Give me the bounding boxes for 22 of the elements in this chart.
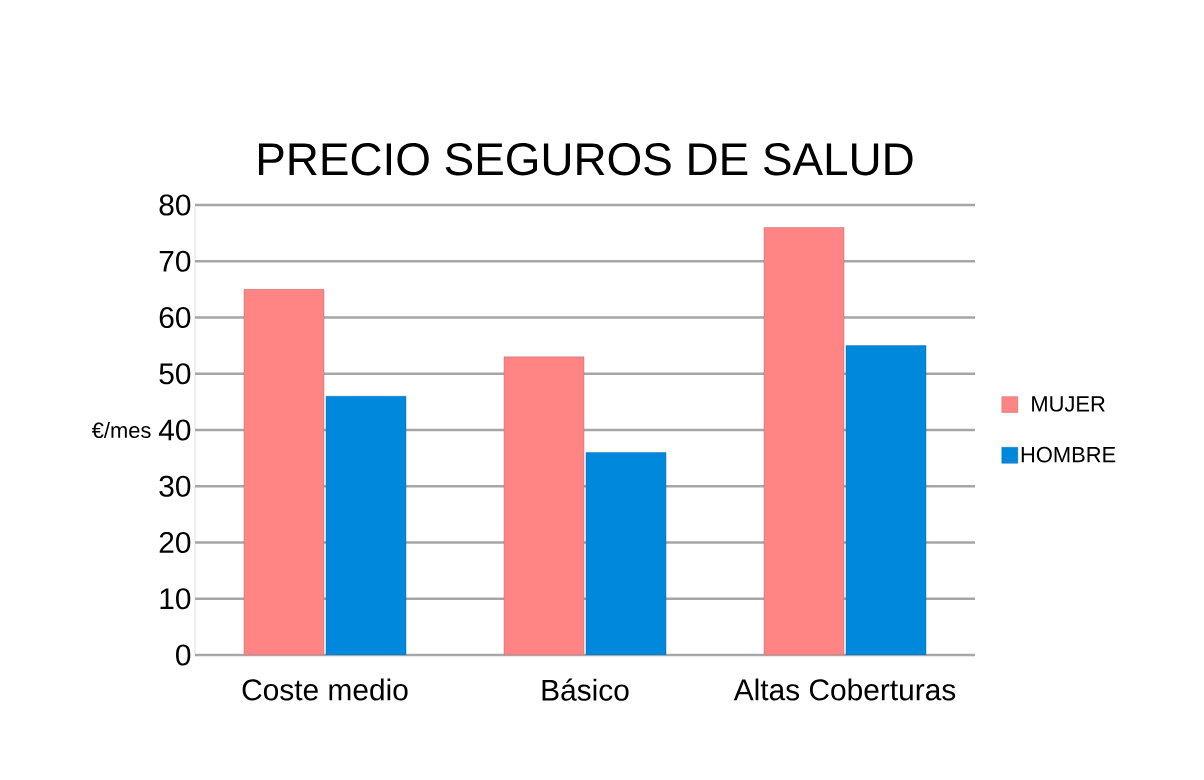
bar [325,396,407,655]
y-tick-label: 80 [159,194,191,216]
bar [503,356,585,655]
chart-title: PRECIO SEGUROS DE SALUD [258,143,913,176]
y-tick-label: 0 [176,644,191,666]
bar [243,289,325,655]
legend-label: MUJER [1032,396,1105,412]
x-tick-label: Altas Coberturas [733,678,956,701]
y-tick-label: 20 [159,531,191,554]
y-tick-label: 30 [159,475,191,497]
bar [845,345,927,655]
x-tick-label: Básico [542,678,629,701]
y-tick-label: 40 [158,419,191,441]
bar [585,452,667,655]
y-tick-label: 60 [159,306,191,329]
bar [763,227,845,655]
y-tick-label: 70 [159,250,191,272]
y-tick-label: 10 [160,588,191,610]
legend-label: HOMBRE [1021,446,1116,463]
y-axis-title: €/mes [91,421,151,439]
x-tick-label: Coste medio [242,678,408,701]
y-tick-label: 50 [159,363,191,385]
